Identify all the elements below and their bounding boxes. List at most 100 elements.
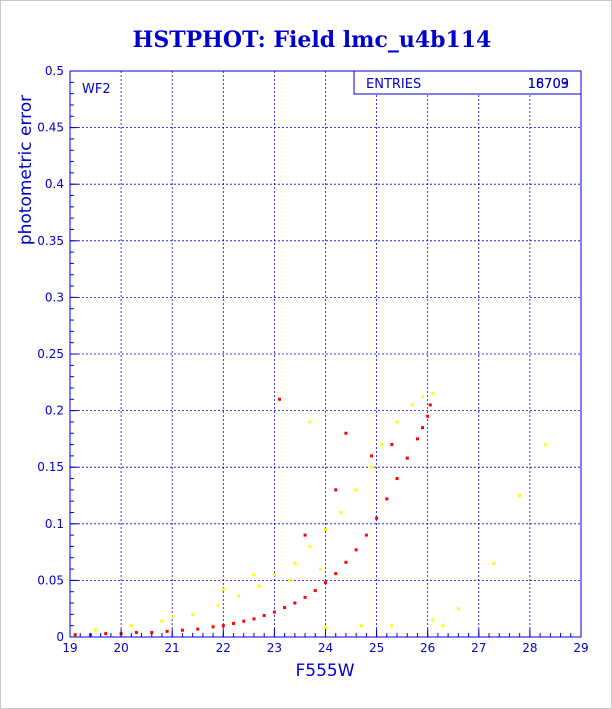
data-point (369, 454, 373, 458)
data-point (232, 621, 236, 625)
data-point (421, 426, 425, 430)
data-point (324, 527, 327, 531)
data-point (395, 420, 399, 424)
x-tick-label: 27 (471, 641, 486, 655)
data-point (415, 437, 419, 441)
data-point (324, 626, 327, 630)
x-tick-label: 25 (369, 641, 384, 655)
data-point (395, 477, 399, 481)
data-point (129, 624, 133, 628)
data-point (134, 630, 138, 634)
data-point (324, 581, 327, 585)
data-point (334, 572, 338, 576)
data-point (492, 561, 496, 565)
y-tick-label: 0.05 (37, 573, 64, 587)
data-point (431, 392, 435, 396)
data-point (191, 612, 195, 616)
stats-entries-label: ENTRIES (366, 77, 421, 92)
data-point (390, 624, 394, 628)
data-point (216, 603, 220, 607)
stats-entries-value-2: 18703 (528, 77, 569, 92)
x-tick-label: 19 (62, 641, 77, 655)
data-point (318, 567, 322, 571)
data-point (441, 624, 445, 628)
data-point (369, 465, 373, 469)
data-point (456, 607, 460, 611)
y-tick-label: 0.3 (45, 290, 64, 304)
x-axis-label: F555W (295, 661, 354, 681)
data-point (380, 443, 384, 447)
data-point (313, 589, 317, 593)
data-point (257, 584, 261, 588)
data-point (421, 395, 425, 399)
data-point (293, 601, 297, 605)
data-point (339, 510, 343, 514)
x-tick-label: 23 (267, 641, 282, 655)
data-point (221, 624, 225, 628)
data-point (334, 488, 338, 492)
data-point (160, 619, 164, 623)
data-point (359, 624, 363, 628)
data-point (252, 617, 256, 621)
data-point (518, 494, 522, 497)
y-tick-label: 0.25 (37, 347, 64, 361)
data-point (344, 431, 348, 435)
data-point (385, 497, 389, 501)
data-point (375, 516, 379, 520)
data-point (354, 488, 358, 492)
y-tick-label: 0.15 (37, 460, 64, 474)
data-point (303, 533, 307, 537)
y-tick-label: 0.1 (45, 517, 64, 531)
data-point (170, 615, 174, 619)
data-point (344, 560, 348, 564)
data-point (308, 544, 312, 548)
panel-label: WF2 (82, 82, 111, 97)
x-tick-label: 29 (573, 641, 588, 655)
data-point (221, 587, 225, 591)
data-point (293, 561, 297, 565)
data-point (272, 610, 276, 614)
data-point (410, 403, 414, 407)
x-tick-label: 21 (165, 641, 180, 655)
stats-box: ENTRIES 16709 18703 (353, 70, 582, 95)
data-point (390, 443, 394, 447)
data-point (73, 633, 77, 637)
data-point (405, 456, 409, 460)
data-point (211, 625, 215, 629)
data-point (278, 397, 282, 401)
x-tick-label: 22 (216, 641, 231, 655)
y-tick-label: 0.35 (37, 234, 64, 248)
data-point (364, 533, 368, 537)
axis-ticks: 19 20 21 22 23 24 25 26 27 28 29 0 0.05 0.1 0.15 0.2 0.2… (37, 64, 588, 655)
data-point (283, 606, 287, 610)
data-point (428, 403, 432, 407)
data-point (272, 573, 276, 577)
data-point (303, 595, 307, 599)
data-points (73, 392, 547, 637)
data-point (308, 420, 312, 424)
data-point (262, 613, 266, 617)
data-point (242, 619, 246, 623)
data-point (150, 630, 154, 634)
stats-entries-value-1: 16709 (528, 77, 569, 92)
x-tick-label: 28 (522, 641, 537, 655)
data-point (252, 573, 256, 577)
y-axis-label: photometric error (16, 95, 36, 245)
data-point (543, 443, 547, 447)
data-point (426, 414, 430, 418)
data-point (196, 627, 200, 631)
data-point (354, 548, 358, 552)
y-tick-label: 0 (56, 630, 64, 644)
x-tick-label: 20 (113, 641, 128, 655)
data-point (165, 629, 169, 633)
data-point (237, 594, 241, 598)
data-point (94, 628, 98, 632)
data-point (431, 618, 435, 622)
data-point (288, 578, 292, 582)
data-point (104, 632, 108, 636)
y-tick-label: 0.2 (45, 404, 64, 418)
x-tick-label: 26 (420, 641, 435, 655)
y-tick-label: 0.45 (37, 121, 64, 135)
grid (70, 71, 581, 637)
